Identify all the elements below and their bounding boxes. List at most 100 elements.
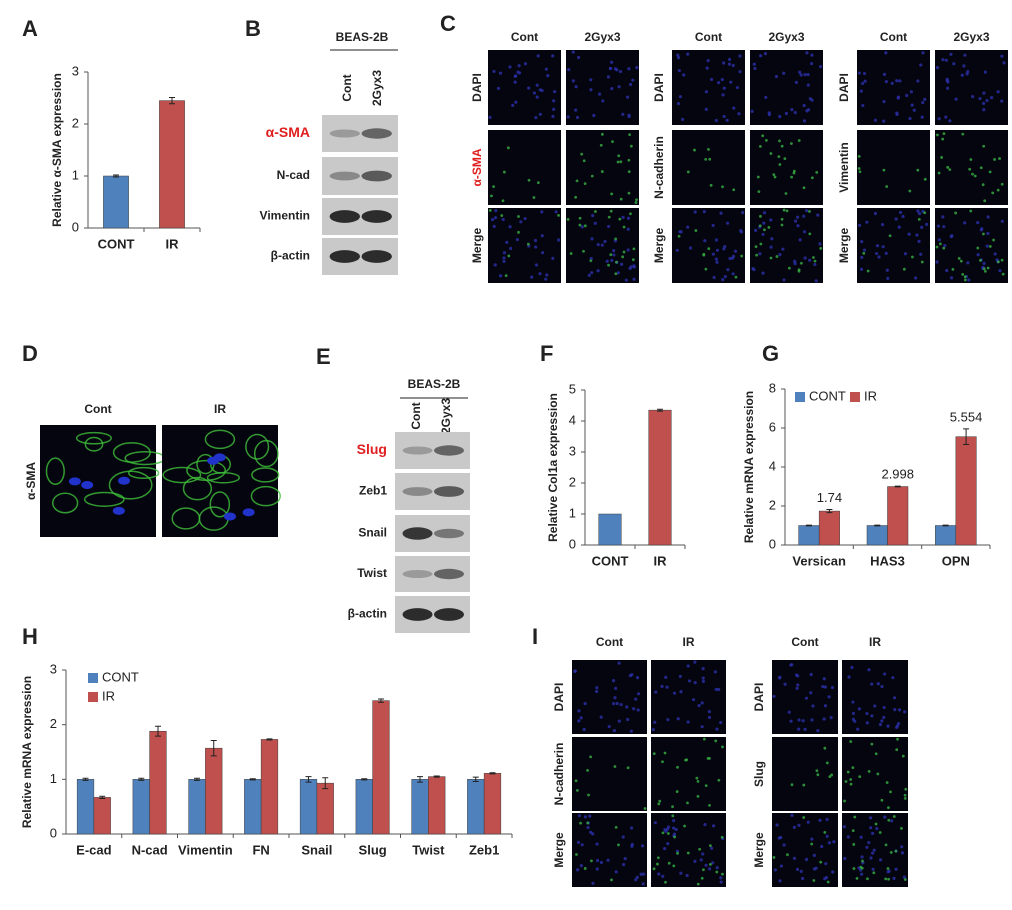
nucleus [686, 52, 690, 56]
cell-outline [204, 429, 236, 450]
nucleus [508, 225, 512, 229]
stain [610, 878, 613, 882]
nucleus [842, 825, 846, 829]
nucleus [777, 676, 782, 680]
nucleus [493, 263, 497, 267]
bar [955, 436, 977, 546]
nucleus [586, 825, 590, 830]
nucleus [761, 232, 765, 237]
image-row-label: Merge [470, 228, 484, 264]
nucleus [923, 97, 927, 101]
image-row-label: DAPI [837, 73, 851, 102]
nucleus [775, 823, 779, 827]
stain [808, 232, 812, 236]
micrograph [572, 660, 647, 734]
stain [866, 269, 870, 273]
nucleus [804, 209, 809, 213]
nucleus [595, 689, 599, 694]
stain [813, 259, 817, 263]
nucleus [553, 89, 557, 94]
error-bar [433, 775, 440, 778]
stain [721, 872, 724, 876]
nucleus [707, 715, 712, 720]
y-tick-label: 2 [569, 474, 576, 489]
nucleus [876, 682, 880, 686]
stain [784, 192, 788, 195]
stain [900, 827, 903, 830]
stain [661, 760, 664, 764]
nucleus [641, 882, 645, 886]
nucleus [574, 85, 578, 89]
stain [507, 254, 511, 258]
cell-outline [75, 431, 112, 445]
stain [935, 245, 939, 249]
cell-outline [108, 470, 153, 500]
nucleus [493, 216, 498, 220]
nucleus [812, 853, 816, 857]
stain [895, 748, 899, 752]
stain [635, 198, 638, 202]
stain [504, 274, 508, 278]
stain [780, 223, 784, 227]
nucleus [530, 275, 534, 279]
nucleus [544, 67, 548, 71]
nucleus [761, 271, 765, 275]
stain [721, 745, 724, 749]
nucleus [824, 876, 829, 880]
stain [802, 783, 806, 787]
nucleus [865, 721, 869, 725]
nucleus [792, 856, 797, 860]
nucleus [676, 101, 681, 106]
blot-column-label: 2Gyx3 [439, 398, 453, 434]
nucleus [579, 716, 583, 720]
stain [773, 175, 777, 179]
nucleus [675, 248, 679, 252]
nucleus [798, 238, 802, 242]
image-column-label: IR [869, 635, 881, 649]
image-row-label: N-cadherin [652, 136, 666, 199]
nucleus [714, 257, 718, 261]
nucleus [722, 114, 726, 119]
blot-row-label: Zeb1 [359, 484, 387, 498]
stain [652, 752, 656, 755]
nucleus [663, 847, 667, 851]
stain [816, 773, 820, 777]
x-tick-label: IR [166, 236, 180, 251]
stain [622, 250, 626, 254]
y-tick-label: 3 [72, 63, 79, 78]
image-row-label: Merge [652, 228, 666, 264]
nucleus [552, 99, 556, 103]
nucleus [492, 69, 496, 74]
stain [903, 878, 907, 881]
stain [676, 765, 679, 769]
nucleus [867, 668, 871, 672]
stain [610, 192, 614, 196]
nucleus [883, 672, 887, 676]
stain [578, 223, 582, 227]
nucleus [657, 872, 661, 876]
error-bar [894, 485, 901, 488]
stain [658, 799, 662, 803]
cell-outline [250, 485, 281, 507]
nucleus [851, 700, 855, 704]
error-bar [194, 777, 201, 781]
image-row-label: DAPI [652, 73, 666, 102]
nucleus [950, 234, 954, 238]
stain [885, 781, 889, 784]
nucleus [666, 718, 670, 722]
stain [758, 224, 762, 228]
nucleus [949, 276, 954, 280]
panel-label: D [22, 341, 38, 366]
stain [706, 756, 710, 760]
stain [778, 139, 781, 143]
stain [627, 158, 631, 162]
stain [614, 825, 618, 829]
image-row-label: N-cadherin [552, 743, 566, 806]
nucleus [634, 697, 638, 701]
stain [614, 272, 618, 276]
nucleus [554, 210, 558, 214]
nucleus [619, 703, 623, 707]
stain [797, 139, 801, 142]
nucleus [702, 210, 706, 214]
stain [819, 860, 823, 864]
